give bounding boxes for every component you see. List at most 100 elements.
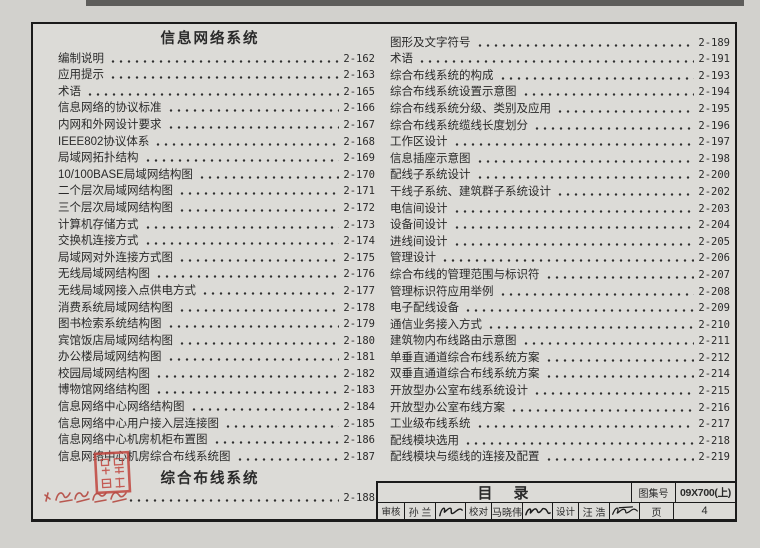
toc-entry-page: 2-194 bbox=[698, 86, 730, 99]
toc-entry-page: 2-216 bbox=[698, 401, 730, 414]
toc-entry-page: 2-197 bbox=[698, 136, 730, 149]
dotted-leader bbox=[464, 309, 695, 313]
dotted-leader bbox=[155, 374, 340, 378]
toc-entry: 图形及文字符号 2-189 bbox=[390, 33, 730, 50]
toc-entry: 综合布线系统分级、类别及应用 2-195 bbox=[390, 99, 730, 116]
toc-entry-label: 配线模块与缆线的连接及配置 bbox=[390, 451, 540, 464]
toc-entry-page: 2-174 bbox=[343, 235, 375, 248]
toc-entry: 电信间设计 2-203 bbox=[390, 199, 730, 216]
dotted-leader bbox=[464, 441, 695, 445]
dotted-leader bbox=[178, 341, 340, 345]
toc-entry-page: 2-173 bbox=[343, 218, 375, 231]
designer-role-label: 设计 bbox=[552, 503, 578, 519]
toc-entry-label: 信息网络中心机房机柜布置图 bbox=[58, 434, 208, 447]
toc-entry-page: 2-178 bbox=[343, 301, 375, 314]
toc-entry-label: 干线子系统、建筑群子系统设计 bbox=[390, 185, 551, 198]
toc-entry: IEEE802协议体系 2-168 bbox=[45, 132, 375, 149]
toc-entry: 信息网络的协议标准 2-166 bbox=[45, 99, 375, 116]
toc-entry-page: 2-165 bbox=[343, 85, 375, 98]
toc-entry-label: 三个层次局域网结构图 bbox=[58, 201, 173, 214]
dotted-leader bbox=[178, 192, 340, 196]
toc-entry: 进线间设计 2-205 bbox=[390, 232, 730, 249]
dotted-leader bbox=[155, 391, 340, 395]
toc-entry-label: 图书检索系统结构图 bbox=[58, 318, 162, 331]
toc-entry-label: 电子配线设备 bbox=[390, 302, 459, 315]
toc-entry-label: 信息网络的协议标准 bbox=[58, 102, 162, 115]
toc-entry: 信息网络中心网络结构图 2-184 bbox=[45, 397, 375, 414]
toc-entry: 应用提示 2-163 bbox=[45, 66, 375, 83]
dotted-leader bbox=[166, 109, 340, 113]
toc-entry-label: 信息网络中心用户接入层连接图 bbox=[58, 417, 219, 430]
toc-entry-page: 2-210 bbox=[698, 318, 730, 331]
dotted-leader bbox=[109, 59, 340, 63]
toc-entry-page: 2-206 bbox=[698, 252, 730, 265]
toc-entry: 10/100BASE局域网结构图 2-170 bbox=[45, 165, 375, 182]
toc-entry: 开放型办公室布线系统设计 2-215 bbox=[390, 381, 730, 398]
toc-entry-label: 综合布线系统分级、类别及应用 bbox=[390, 102, 551, 115]
dotted-leader bbox=[166, 325, 340, 329]
dotted-leader bbox=[521, 342, 695, 346]
toc-entry-label: 综合布线系统缆线长度划分 bbox=[390, 119, 528, 132]
dotted-leader bbox=[487, 325, 695, 329]
dotted-leader bbox=[544, 375, 695, 379]
toc-entry: 设备间设计 2-204 bbox=[390, 216, 730, 233]
toc-entry: 消费系统局域网结构图 2-178 bbox=[45, 298, 375, 315]
reviewer-name: 孙 兰 bbox=[404, 503, 435, 519]
dotted-leader bbox=[143, 242, 340, 246]
toc-entry-page: 2-183 bbox=[343, 384, 375, 397]
toc-entry-label: 管理设计 bbox=[390, 252, 436, 265]
toc-entry-label: 信息网络中心机房综合布线系统图 bbox=[58, 450, 231, 463]
dotted-leader bbox=[556, 109, 695, 113]
toc-entry-label: 配线模块选用 bbox=[390, 434, 459, 447]
toc-entry-label: IEEE802协议体系 bbox=[58, 135, 150, 148]
toc-entry-page: 2-211 bbox=[698, 335, 730, 348]
dotted-leader bbox=[452, 209, 695, 213]
checker-role-label: 校对 bbox=[465, 503, 491, 519]
toc-entry-label: 工作区设计 bbox=[390, 136, 448, 149]
toc-entry: 二个层次局域网结构图 2-171 bbox=[45, 182, 375, 199]
toc-entry-page: 2-191 bbox=[698, 53, 730, 66]
toc-entry-page: 2-181 bbox=[343, 351, 375, 364]
dotted-leader bbox=[86, 92, 340, 96]
dotted-leader bbox=[178, 208, 340, 212]
section-header: 信息网络系统 bbox=[160, 31, 260, 47]
toc-entry-label: 应用提示 bbox=[58, 69, 104, 82]
toc-entry: 建筑物内布线路由示意图 2-211 bbox=[390, 332, 730, 349]
toc-entry-page: 2-187 bbox=[343, 450, 375, 463]
toc-entry: 综合布线系统的构成 2-193 bbox=[390, 66, 730, 83]
section-header: 综合布线系统 bbox=[160, 470, 260, 487]
toc-entry-page: 2-166 bbox=[343, 102, 375, 115]
toc-entry-page: 2-180 bbox=[343, 334, 375, 347]
toc-entry-page: 2-162 bbox=[343, 52, 375, 65]
toc-entry: 信息网络中心机房机柜布置图 2-186 bbox=[45, 431, 375, 448]
toc-entry-label: 双垂直通道综合布线系统方案 bbox=[390, 368, 540, 381]
toc-entry-label: 二个层次局域网结构图 bbox=[58, 185, 173, 198]
dotted-leader bbox=[441, 259, 695, 263]
toc-entry-label: 无线局域网接入点供电方式 bbox=[58, 284, 196, 297]
toc-entry-label: 综合布线系统设置示意图 bbox=[390, 86, 517, 99]
toc-entry-page: 2-207 bbox=[698, 268, 730, 281]
page-border-frame: 信息网络系统 编制说明 2-162 应用提示 2-163 术语 2-165 信息网络的协议标准… bbox=[31, 22, 737, 522]
toc-entry-label: 电信间设计 bbox=[390, 202, 448, 215]
toc-entry-page: 2-196 bbox=[698, 119, 730, 132]
page-number: 4 bbox=[673, 503, 735, 519]
toc-entry-label: 术语 bbox=[58, 85, 81, 98]
toc-entry: 术语 2-165 bbox=[45, 82, 375, 99]
dotted-leader bbox=[178, 308, 340, 312]
toc-entry-label: 内网和外网设计要求 bbox=[58, 118, 162, 131]
toc-entry-label: 配线子系统设计 bbox=[390, 169, 471, 182]
toc-entry-label: 通信业务接入方式 bbox=[390, 318, 482, 331]
toc-entry: 信息插座示意图 2-198 bbox=[390, 149, 730, 166]
toc-entry-page: 2-198 bbox=[698, 152, 730, 165]
toc-entry-label: 信息网络中心网络结构图 bbox=[58, 401, 185, 414]
dotted-leader bbox=[224, 424, 340, 428]
toc-entry: 局域网拓扑结构 2-169 bbox=[45, 149, 375, 166]
dotted-leader bbox=[533, 392, 695, 396]
dotted-leader bbox=[178, 258, 340, 262]
toc-entry-page: 2-205 bbox=[698, 235, 730, 248]
toc-entry-label: 局域网对外连接方式图 bbox=[58, 251, 173, 264]
dotted-leader bbox=[235, 457, 340, 461]
dotted-leader bbox=[166, 125, 340, 129]
toc-entry: 通信业务接入方式 2-210 bbox=[390, 315, 730, 332]
toc-entry: 交换机连接方式 2-174 bbox=[45, 232, 375, 249]
